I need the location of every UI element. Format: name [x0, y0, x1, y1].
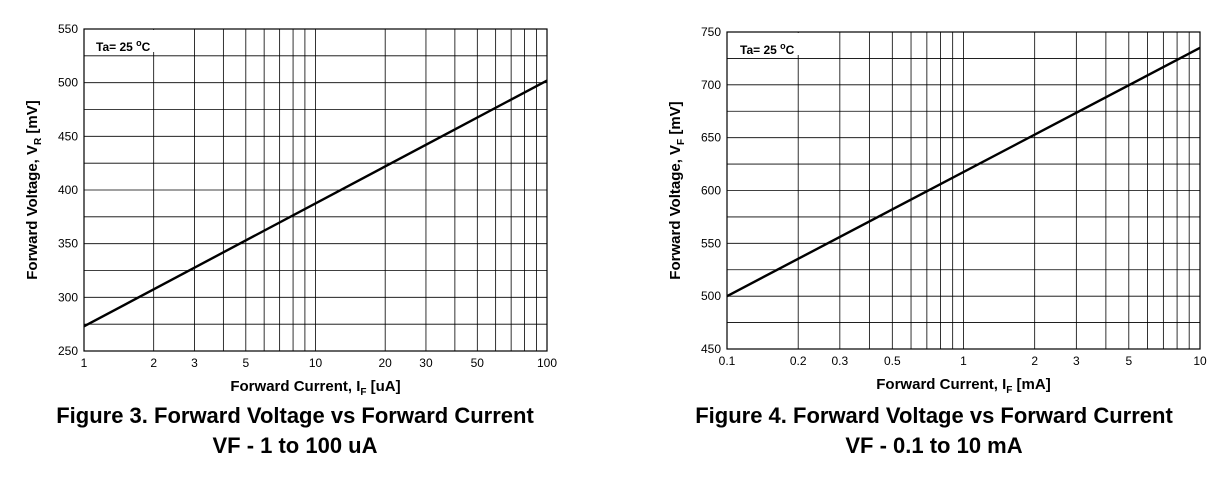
chart-2-y-tick-label: 600 — [701, 184, 721, 198]
chart-1-y-tick-label: 250 — [58, 344, 78, 358]
chart-1-x-tick-label: 2 — [150, 356, 157, 370]
chart-1-x-tick-label: 50 — [471, 356, 485, 370]
chart-1-annotation-backing — [85, 30, 175, 52]
chart-1-x-axis-title: Forward Current, IF [uA] — [230, 378, 400, 398]
chart-2-x-tick-label: 0.5 — [884, 354, 901, 368]
chart-2-x-tick-label: 0.2 — [790, 354, 807, 368]
figure-4-caption-line2: VF - 0.1 to 10 mA — [845, 433, 1023, 458]
chart-2-x-tick-label: 2 — [1031, 354, 1038, 368]
figure-3-caption-line1: Figure 3. Forward Voltage vs Forward Cur… — [56, 403, 534, 428]
chart-1-x-tick-label: 10 — [309, 356, 323, 370]
chart-2-y-tick-label: 750 — [701, 25, 721, 39]
chart-2-temperature-annotation: Ta= 25 oC — [740, 41, 795, 57]
chart-1-y-tick-label: 350 — [58, 237, 78, 251]
chart-1-plot-frame — [83, 28, 548, 352]
chart-2-x-tick-label: 5 — [1125, 354, 1132, 368]
chart-1-y-tick-label: 450 — [58, 129, 78, 143]
chart-1-series-line — [83, 79, 548, 328]
chart-1-y-tick-label: 300 — [58, 290, 78, 304]
chart-2-x-tick-label: 0.3 — [831, 354, 848, 368]
chart-1-y-tick-label: 550 — [58, 22, 78, 36]
chart-2-x-tick-label: 0.1 — [719, 354, 736, 368]
chart-1-y-axis-title: Forward Voltage, VR [mV] — [24, 100, 44, 279]
chart-1-group: Ta= 25 oC 1 2 3 5 10 20 30 50 100 250 300 350 400 450 5… — [24, 22, 557, 398]
figure-3-caption-line2: VF - 1 to 100 uA — [212, 433, 378, 458]
chart-1-x-tick-label: 30 — [419, 356, 433, 370]
chart-2-group: Ta= 25 oC 0.1 0.2 0.3 0.5 1 2 3 5 10 450 500 550 600 6… — [667, 25, 1207, 396]
chart-2-y-tick-label: 700 — [701, 78, 721, 92]
chart-1-x-tick-label: 1 — [81, 356, 88, 370]
chart-2-y-tick-label: 650 — [701, 131, 721, 145]
chart-2-annotation-backing — [728, 33, 818, 55]
chart-2-plot-frame — [726, 31, 1201, 350]
figure-3-caption: Figure 3. Forward Voltage vs Forward Cur… — [0, 401, 595, 461]
chart-1-x-tick-label: 3 — [191, 356, 198, 370]
chart-2-series-line — [726, 46, 1201, 298]
chart-2-y-tick-label: 500 — [701, 289, 721, 303]
chart-1-x-tick-label: 100 — [537, 356, 557, 370]
chart-2-x-tick-label: 3 — [1073, 354, 1080, 368]
chart-2-x-axis-title: Forward Current, IF [mA] — [876, 376, 1050, 396]
chart-2-y-tick-label: 550 — [701, 236, 721, 250]
chart-2-y-tick-label: 450 — [701, 342, 721, 356]
chart-2-x-tick-label: 1 — [960, 354, 967, 368]
chart-2-y-axis-title: Forward Voltage, VF [mV] — [667, 101, 687, 279]
figure-4-caption-line1: Figure 4. Forward Voltage vs Forward Cur… — [695, 403, 1173, 428]
chart-1-y-tick-label: 400 — [58, 183, 78, 197]
chart-1-temperature-annotation: Ta= 25 oC — [96, 38, 151, 54]
chart-1-x-tick-label: 20 — [379, 356, 393, 370]
chart-2-x-tick-label: 10 — [1193, 354, 1207, 368]
chart-1-x-tick-label: 5 — [242, 356, 249, 370]
figure-4-caption: Figure 4. Forward Voltage vs Forward Cur… — [634, 401, 1232, 461]
chart-1-y-tick-label: 500 — [58, 76, 78, 90]
